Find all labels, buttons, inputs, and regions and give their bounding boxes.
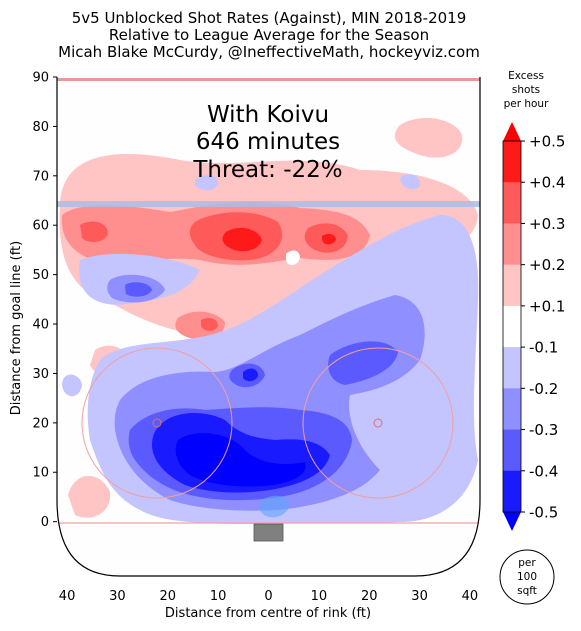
player-annotation-line-3: Threat: -22%	[192, 157, 342, 183]
heat-band	[328, 341, 398, 385]
y-tick-label: 0	[41, 515, 49, 530]
colorbar-title-line-2: shots	[512, 84, 540, 96]
x-tick-label: 40	[59, 589, 76, 604]
y-tick-label: 50	[32, 268, 49, 283]
colorbar-band	[503, 305, 521, 348]
y-tick-label: 90	[32, 71, 49, 86]
y-axis-label: Distance from goal line (ft)	[9, 241, 24, 415]
y-tick-label: 60	[32, 219, 49, 234]
x-tick-label: 10	[210, 589, 227, 604]
heat-band	[195, 175, 219, 191]
faceoff-circle-left	[81, 347, 233, 499]
player-annotation-line-2: 646 minutes	[196, 129, 340, 155]
x-tick-label: 30	[411, 589, 428, 604]
x-axis-label: Distance from centre of rink (ft)	[165, 606, 371, 621]
colorbar-tick-label: -0.3	[529, 421, 558, 439]
colorbar-tick-label: +0.3	[529, 215, 565, 233]
chart-title-line-3: Micah Blake McCurdy, @IneffectiveMath, h…	[58, 43, 480, 61]
colorbar-tick-label: -0.4	[529, 462, 558, 480]
heat-band	[322, 233, 336, 245]
colorbar-band	[503, 429, 521, 472]
player-annotation-line-1: With Koivu	[207, 102, 329, 128]
colorbar-tick-label: +0.5	[529, 133, 565, 151]
colorbar-ticks: +0.5 +0.4 +0.3 +0.2 +0.1 -0.1 -0.2 -0.3 -0.4 -0.5	[521, 133, 565, 522]
heat-band	[62, 374, 82, 397]
colorbar-tick-label: +0.4	[529, 174, 565, 192]
y-axis: 0 10 20 30 40 50 60 70 80 90	[32, 71, 57, 530]
centre-red-line	[57, 78, 480, 81]
colorbar-band	[503, 223, 521, 266]
x-axis: 40 30 20 10 0 10 20 30 40	[59, 589, 478, 604]
faceoff-circle-right	[302, 347, 454, 499]
chart-title-line-2: Relative to League Average for the Seaso…	[109, 26, 429, 44]
scale-note-circle	[499, 549, 555, 605]
rink	[56, 77, 481, 577]
heat-band	[400, 174, 421, 190]
faceoff-dot-left	[152, 418, 162, 428]
colorbar-tick-label: -0.1	[529, 339, 558, 357]
colorbar-band	[503, 388, 521, 431]
boards-outline	[56, 77, 481, 577]
colorbar-band	[503, 264, 521, 307]
x-tick-label: 20	[361, 589, 378, 604]
heatmap-layer	[57, 78, 480, 524]
y-tick-label: 80	[32, 120, 49, 135]
heat-band	[201, 318, 218, 331]
heat-band	[259, 495, 290, 518]
faceoff-dot-right	[373, 418, 383, 428]
heat-band	[68, 475, 111, 518]
colorbar-band	[503, 141, 521, 183]
colorbar-bottom-arrow	[503, 512, 521, 531]
colorbar-tick-label: -0.5	[529, 504, 558, 522]
goal-net	[253, 523, 284, 542]
chart-title-line-1: 5v5 Unblocked Shot Rates (Against), MIN …	[72, 9, 467, 27]
colorbar-bands	[503, 141, 521, 513]
y-tick-label: 70	[32, 169, 49, 184]
scale-note-line-2: 100	[517, 571, 537, 583]
heat-band	[125, 282, 152, 297]
heat-band	[243, 368, 258, 382]
colorbar-tick-label: +0.1	[529, 297, 565, 315]
colorbar-tick-label: -0.2	[529, 380, 558, 398]
y-tick-label: 20	[32, 416, 49, 431]
heat-band	[286, 250, 300, 266]
colorbar-band	[503, 347, 521, 389]
colorbar-band	[503, 182, 521, 224]
y-tick-label: 10	[32, 466, 49, 481]
scale-note-line-3: sqft	[517, 585, 537, 597]
y-tick-label: 30	[32, 367, 49, 382]
y-tick-label: 40	[32, 318, 49, 333]
scale-note-line-1: per	[518, 557, 536, 569]
blue-line	[57, 201, 480, 207]
colorbar-title-line-1: Excess	[508, 70, 544, 82]
heat-band	[222, 227, 262, 252]
positive-region	[59, 117, 478, 518]
heat-band	[80, 221, 108, 243]
x-tick-label: 40	[462, 589, 479, 604]
colorbar-frame	[502, 140, 522, 513]
colorbar-tick-label: +0.2	[529, 256, 565, 274]
x-tick-label: 0	[264, 589, 272, 604]
x-tick-label: 20	[160, 589, 177, 604]
x-tick-label: 30	[109, 589, 126, 604]
colorbar-top-arrow	[503, 122, 521, 141]
negative-region	[62, 174, 479, 524]
colorbar-title-line-3: per hour	[504, 98, 550, 110]
x-tick-label: 10	[311, 589, 328, 604]
scale-note: per 100 sqft	[499, 549, 555, 605]
heat-band	[175, 433, 306, 487]
heat-band	[394, 117, 463, 158]
colorbar: Excess shots per hour +0.5+0.4+0.3+0.2+0…	[502, 70, 565, 531]
colorbar-band	[503, 470, 521, 513]
